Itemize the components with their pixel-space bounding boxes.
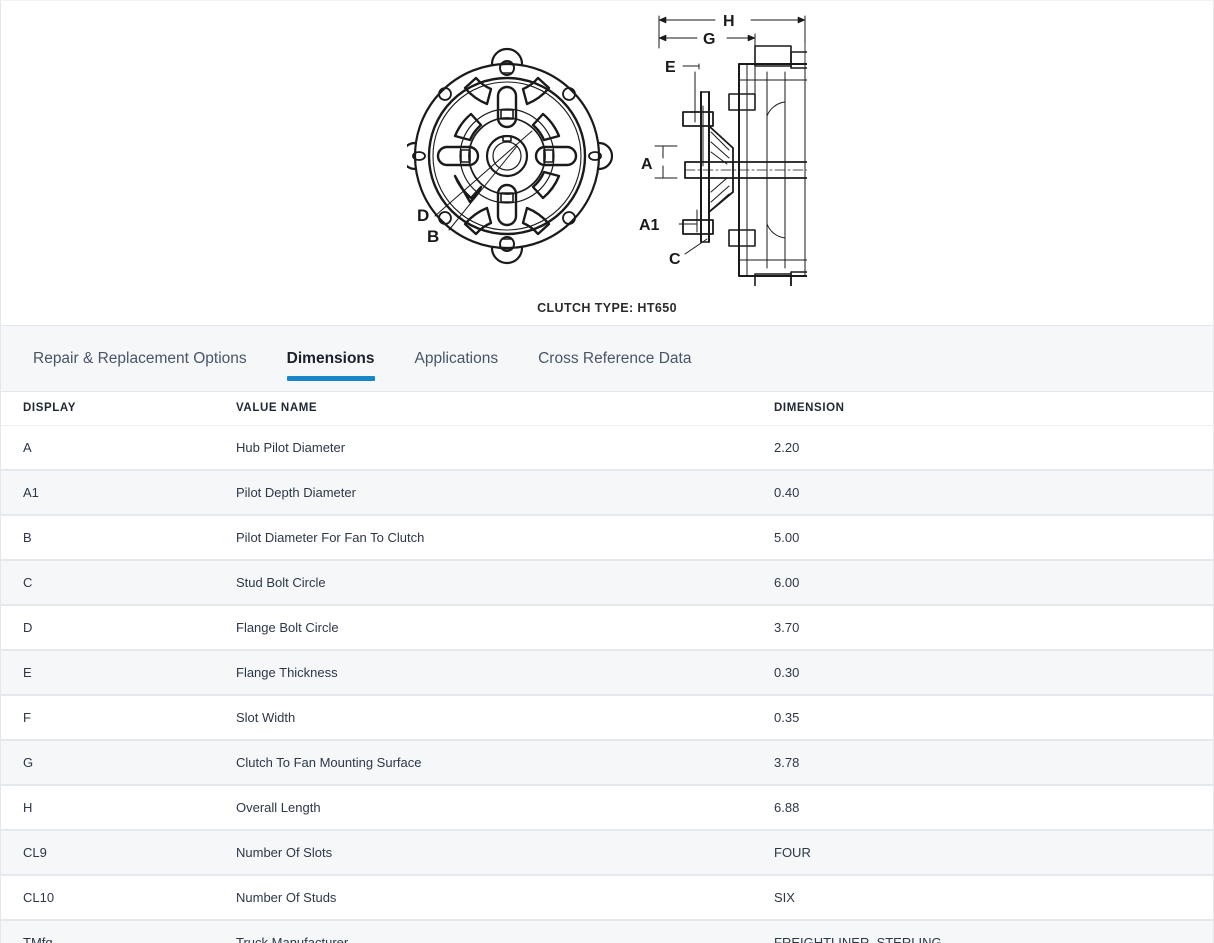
- table-row: CL10 Number Of Studs SIX: [1, 874, 1213, 920]
- table-header-row: DISPLAY VALUE NAME DIMENSION: [1, 392, 1213, 426]
- tab-label: Applications: [414, 349, 499, 367]
- tab-dimensions[interactable]: Dimensions: [267, 326, 395, 391]
- diagram-label-d: D: [417, 206, 429, 225]
- diagram-panel: D B H G: [0, 0, 1214, 325]
- table-row: CL9 Number Of Slots FOUR: [1, 829, 1213, 875]
- column-header-display: DISPLAY: [1, 392, 236, 426]
- cell-dimension: 3.78: [774, 739, 1213, 785]
- diagram-label-a1: A1: [639, 217, 660, 234]
- cell-dimension: 6.00: [774, 559, 1213, 605]
- dimensions-table-area: DISPLAY VALUE NAME DIMENSION A Hub Pilot…: [0, 392, 1214, 943]
- cell-dimension: 5.00: [774, 514, 1213, 560]
- cell-value-name: Slot Width: [236, 694, 774, 740]
- cell-display: A: [1, 425, 236, 470]
- diagram-caption: CLUTCH TYPE: HT650: [537, 301, 677, 315]
- table-body: A Hub Pilot Diameter 2.20 A1 Pilot Depth…: [1, 425, 1213, 943]
- tab-label: Repair & Replacement Options: [33, 349, 247, 367]
- cell-display: G: [1, 739, 236, 785]
- table-row: B Pilot Diameter For Fan To Clutch 5.00: [1, 514, 1213, 560]
- table-row: G Clutch To Fan Mounting Surface 3.78: [1, 739, 1213, 785]
- cell-value-name: Pilot Depth Diameter: [236, 469, 774, 515]
- cell-dimension: 2.20: [774, 425, 1213, 470]
- tab-label: Cross Reference Data: [538, 349, 692, 367]
- cell-value-name: Clutch To Fan Mounting Surface: [236, 739, 774, 785]
- tab-bar: Repair & Replacement Options Dimensions …: [0, 325, 1214, 392]
- table-row: F Slot Width 0.35: [1, 694, 1213, 740]
- cell-value-name: Number Of Studs: [236, 874, 774, 920]
- dimensions-table: DISPLAY VALUE NAME DIMENSION A Hub Pilot…: [1, 392, 1213, 943]
- tab-applications[interactable]: Applications: [395, 326, 519, 391]
- cell-dimension: 6.88: [774, 784, 1213, 830]
- cell-display: H: [1, 784, 236, 830]
- clutch-technical-drawing-svg: D B H G: [407, 13, 807, 286]
- cell-value-name: Number Of Slots: [236, 829, 774, 875]
- cell-dimension: 0.40: [774, 469, 1213, 515]
- cell-dimension: FREIGHTLINER, STERLING: [774, 919, 1213, 943]
- cell-dimension: 0.30: [774, 649, 1213, 695]
- cell-value-name: Truck Manufacturer: [236, 919, 774, 943]
- diagram-label-c: C: [669, 251, 681, 268]
- diagram-label-g: G: [703, 31, 715, 48]
- table-row: D Flange Bolt Circle 3.70: [1, 604, 1213, 650]
- cell-display: C: [1, 559, 236, 605]
- diagram-label-h: H: [723, 13, 735, 30]
- cell-value-name: Overall Length: [236, 784, 774, 830]
- cell-display: E: [1, 649, 236, 695]
- table-row: A1 Pilot Depth Diameter 0.40: [1, 469, 1213, 515]
- table-row: TMfg Truck Manufacturer FREIGHTLINER, ST…: [1, 919, 1213, 943]
- cell-dimension: FOUR: [774, 829, 1213, 875]
- cell-display: B: [1, 514, 236, 560]
- clutch-diagram: D B H G: [1, 1, 1213, 291]
- column-header-value-name: VALUE NAME: [236, 392, 774, 426]
- cell-dimension: SIX: [774, 874, 1213, 920]
- diagram-label-a: A: [641, 156, 653, 173]
- cell-display: TMfg: [1, 919, 236, 943]
- tab-repair-replacement-options[interactable]: Repair & Replacement Options: [13, 326, 267, 391]
- tab-cross-reference-data[interactable]: Cross Reference Data: [518, 326, 711, 391]
- cell-dimension: 0.35: [774, 694, 1213, 740]
- cell-value-name: Hub Pilot Diameter: [236, 425, 774, 470]
- table-row: E Flange Thickness 0.30: [1, 649, 1213, 695]
- cell-value-name: Stud Bolt Circle: [236, 559, 774, 605]
- cell-value-name: Pilot Diameter For Fan To Clutch: [236, 514, 774, 560]
- table-header: DISPLAY VALUE NAME DIMENSION: [1, 392, 1213, 426]
- cell-display: CL10: [1, 874, 236, 920]
- cell-dimension: 3.70: [774, 604, 1213, 650]
- diagram-label-b: B: [427, 227, 439, 246]
- cell-display: D: [1, 604, 236, 650]
- cell-value-name: Flange Thickness: [236, 649, 774, 695]
- cell-display: A1: [1, 469, 236, 515]
- column-header-dimension: DIMENSION: [774, 392, 1213, 426]
- table-row: H Overall Length 6.88: [1, 784, 1213, 830]
- diagram-label-e: E: [665, 59, 676, 76]
- cell-display: CL9: [1, 829, 236, 875]
- table-row: A Hub Pilot Diameter 2.20: [1, 425, 1213, 470]
- cell-display: F: [1, 694, 236, 740]
- tab-label: Dimensions: [286, 349, 375, 367]
- cell-value-name: Flange Bolt Circle: [236, 604, 774, 650]
- table-row: C Stud Bolt Circle 6.00: [1, 559, 1213, 605]
